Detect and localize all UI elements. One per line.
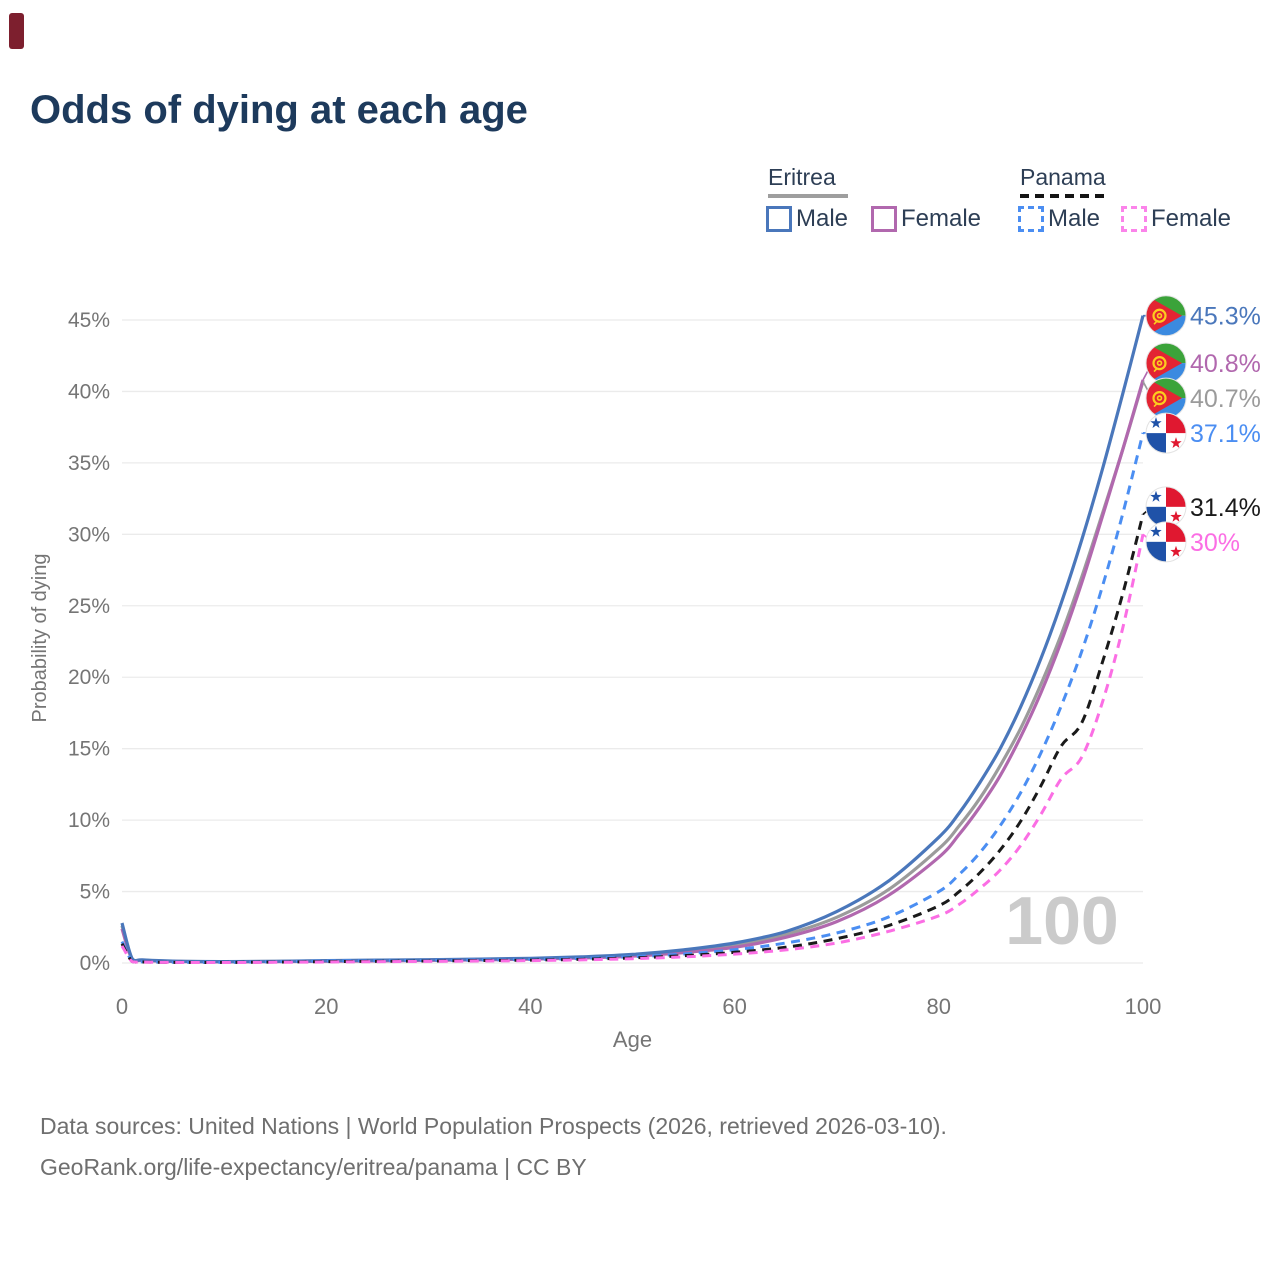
panama-female-swatch-icon xyxy=(1121,206,1147,232)
flag-eritrea-icon xyxy=(1146,378,1186,419)
eritrea-line-style-sample xyxy=(768,194,848,198)
series-line-eritrea-female[interactable] xyxy=(120,379,1145,964)
series-line-panama-both-sexes[interactable] xyxy=(120,513,1145,964)
end-value-label-panama-both-sexes: 31.4% xyxy=(1190,494,1261,522)
y-tick-label: 35% xyxy=(68,452,110,475)
end-value-label-eritrea-female: 40.8% xyxy=(1190,350,1261,378)
end-value-label-eritrea-male: 45.3% xyxy=(1190,303,1261,331)
x-tick-label: 40 xyxy=(518,994,542,1019)
x-tick-label: 20 xyxy=(314,994,338,1019)
legend-group-panama[interactable]: Panama xyxy=(1020,164,1110,198)
panama-male-swatch-icon xyxy=(1018,206,1044,232)
legend-item-panama-male[interactable]: Male xyxy=(1018,205,1100,233)
y-tick-label: 15% xyxy=(68,738,110,761)
series-line-panama-male[interactable] xyxy=(120,432,1145,964)
legend-item-label: Male xyxy=(796,205,849,232)
eritrea-male-swatch-icon xyxy=(766,206,792,232)
footer-data-sources: Data sources: United Nations | World Pop… xyxy=(40,1113,947,1139)
x-tick-label: 60 xyxy=(722,994,746,1019)
x-tick-label: 0 xyxy=(116,994,128,1019)
panama-line-style-sample xyxy=(1020,194,1110,198)
y-tick-label: 30% xyxy=(68,523,110,546)
flag-panama-icon xyxy=(1146,521,1186,562)
legend-item-eritrea-male[interactable]: Male xyxy=(766,205,848,233)
y-tick-label: 45% xyxy=(68,309,110,332)
x-tick-label: 80 xyxy=(927,994,951,1019)
chart-title: Odds of dying at each age xyxy=(30,88,528,132)
legend: Eritrea Panama Male Female Male Female xyxy=(0,160,1280,250)
end-value-label-panama-male: 37.1% xyxy=(1190,420,1261,448)
age-watermark: 100 xyxy=(1005,883,1118,959)
legend-item-label: Male xyxy=(1048,205,1101,232)
legend-item-label: Female xyxy=(901,205,982,232)
legend-group-eritrea-label: Eritrea xyxy=(768,164,836,190)
eritrea-female-swatch-icon xyxy=(871,206,897,232)
legend-item-panama-female[interactable]: Female xyxy=(1121,205,1231,233)
flag-eritrea-icon xyxy=(1146,295,1186,336)
series-line-eritrea-male[interactable] xyxy=(120,315,1145,964)
end-value-label-panama-female: 30% xyxy=(1190,529,1240,557)
corner-logo-fragment xyxy=(9,13,24,49)
y-tick-label: 10% xyxy=(68,809,110,832)
legend-item-eritrea-female[interactable]: Female xyxy=(871,205,981,233)
footer-attribution: GeoRank.org/life-expectancy/eritrea/pana… xyxy=(40,1154,587,1180)
legend-group-panama-label: Panama xyxy=(1020,164,1106,190)
flag-eritrea-icon xyxy=(1146,343,1186,384)
y-tick-label: 5% xyxy=(80,881,110,904)
y-tick-label: 20% xyxy=(68,666,110,689)
legend-item-label: Female xyxy=(1151,205,1232,232)
y-tick-label: 0% xyxy=(80,952,110,975)
end-value-label-eritrea-both-sexes: 40.7% xyxy=(1190,385,1261,413)
series-line-panama-female[interactable] xyxy=(120,533,1145,964)
legend-group-eritrea[interactable]: Eritrea xyxy=(768,164,848,198)
y-axis-label: Probability of dying xyxy=(29,554,51,723)
y-tick-label: 40% xyxy=(68,380,110,403)
series-line-eritrea-both-sexes[interactable] xyxy=(120,380,1145,964)
x-axis-label: Age xyxy=(613,1027,652,1052)
x-tick-label: 100 xyxy=(1125,994,1162,1019)
footer: Data sources: United Nations | World Pop… xyxy=(40,1106,947,1188)
y-tick-label: 25% xyxy=(68,595,110,618)
flag-panama-icon xyxy=(1146,413,1186,454)
